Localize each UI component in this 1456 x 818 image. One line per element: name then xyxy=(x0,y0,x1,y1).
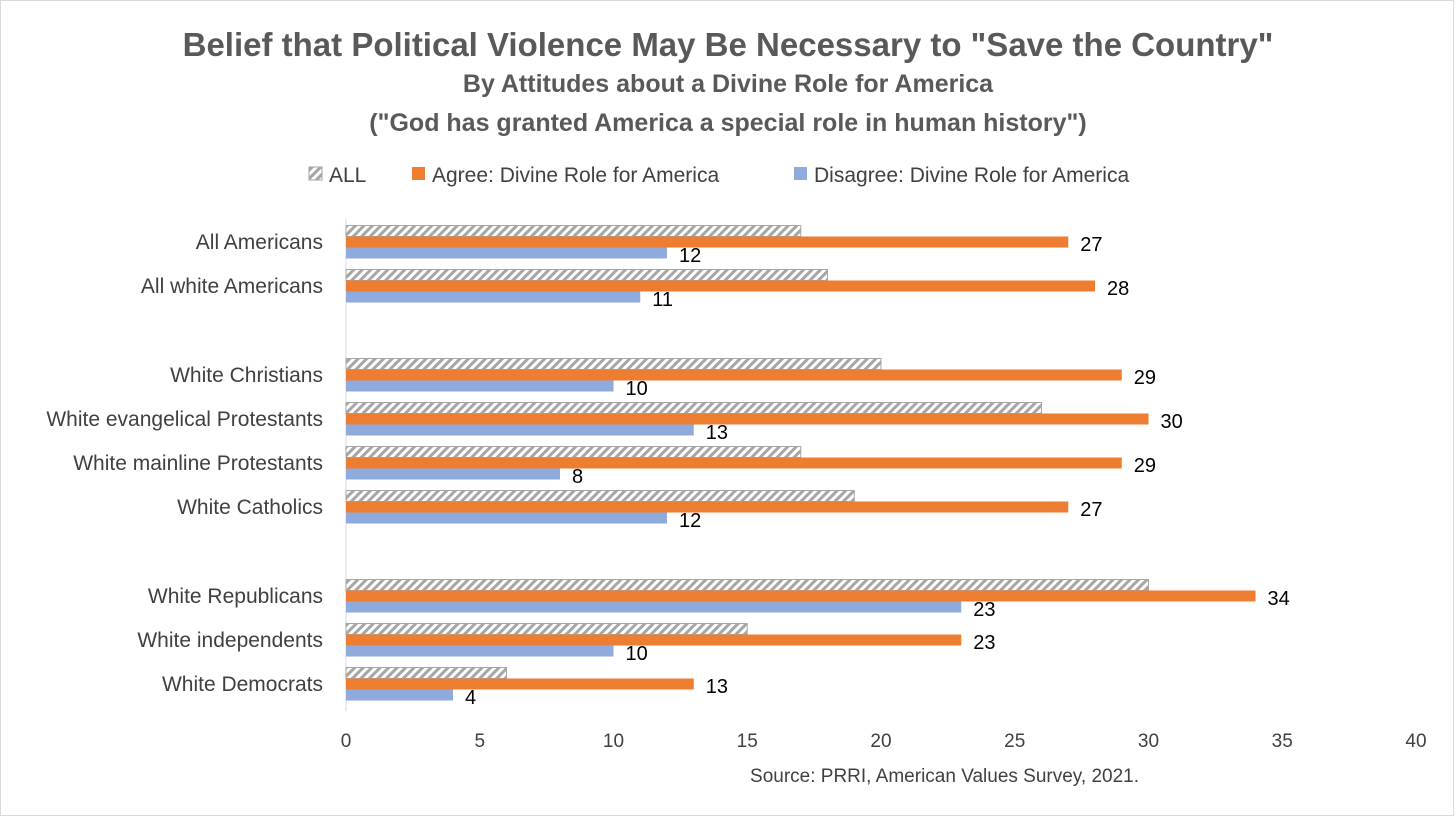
legend-label-agree-divine-role-for-america: Agree: Divine Role for America xyxy=(432,164,719,187)
bar-disagree-divine-role-for-america-white-mainline-protestants xyxy=(346,468,560,480)
bars xyxy=(345,225,1256,701)
x-tick-30: 30 xyxy=(1138,731,1159,752)
data-label-agree-divine-role-for-america-all-white-americans: 28 xyxy=(1107,278,1129,300)
bar-disagree-divine-role-for-america-all-white-americans xyxy=(346,291,641,303)
category-label-white-catholics: White Catholics xyxy=(177,496,323,519)
bar-all-white-catholics xyxy=(345,490,855,502)
bar-disagree-divine-role-for-america-white-evangelical-protestants xyxy=(346,424,694,436)
data-label-disagree-divine-role-for-america-white-catholics: 12 xyxy=(679,510,701,532)
bar-all-white-republicans xyxy=(345,579,1149,591)
bar-agree-divine-role-for-america-white-evangelical-protestants xyxy=(346,413,1149,425)
bar-agree-divine-role-for-america-white-republicans xyxy=(346,590,1256,602)
bar-agree-divine-role-for-america-white-independents xyxy=(346,634,962,646)
legend-label-all: ALL xyxy=(329,164,366,187)
bar-all-all-white-americans xyxy=(345,269,828,281)
x-tick-40: 40 xyxy=(1405,731,1426,752)
category-label-white-evangelical-protestants: White evangelical Protestants xyxy=(46,408,323,431)
data-label-agree-divine-role-for-america-white-christians: 29 xyxy=(1134,367,1156,389)
category-label-white-christians: White Christians xyxy=(170,364,323,387)
data-label-agree-divine-role-for-america-white-evangelical-protestants: 30 xyxy=(1161,411,1183,433)
data-label-agree-divine-role-for-america-white-democrats: 13 xyxy=(706,676,728,698)
data-label-disagree-divine-role-for-america-all-americans: 12 xyxy=(679,245,701,267)
category-label-all-white-americans: All white Americans xyxy=(141,275,323,298)
bar-agree-divine-role-for-america-white-mainline-protestants xyxy=(346,457,1122,469)
bar-all-white-independents xyxy=(345,623,748,635)
data-label-disagree-divine-role-for-america-white-evangelical-protestants: 13 xyxy=(706,422,728,444)
bar-all-white-christians xyxy=(345,358,882,370)
bar-all-all-americans xyxy=(345,225,802,237)
bar-disagree-divine-role-for-america-all-americans xyxy=(346,247,667,259)
bar-agree-divine-role-for-america-white-christians xyxy=(346,369,1122,381)
bar-disagree-divine-role-for-america-white-democrats xyxy=(346,689,453,701)
category-label-white-republicans: White Republicans xyxy=(148,585,323,608)
chart-title: Belief that Political Violence May Be Ne… xyxy=(183,26,1274,63)
data-label-disagree-divine-role-for-america-white-independents: 10 xyxy=(626,643,648,665)
data-label-agree-divine-role-for-america-white-republicans: 34 xyxy=(1268,588,1290,610)
x-tick-20: 20 xyxy=(870,731,891,752)
chart-subtitle: By Attitudes about a Divine Role for Ame… xyxy=(463,70,994,98)
data-label-agree-divine-role-for-america-all-americans: 27 xyxy=(1080,234,1102,256)
legend-swatch-all xyxy=(308,166,323,181)
data-label-agree-divine-role-for-america-white-independents: 23 xyxy=(973,632,995,654)
bar-all-white-evangelical-protestants xyxy=(345,402,1042,414)
x-tick-10: 10 xyxy=(603,731,624,752)
bar-disagree-divine-role-for-america-white-christians xyxy=(346,380,614,392)
bar-agree-divine-role-for-america-white-democrats xyxy=(346,678,694,690)
data-label-disagree-divine-role-for-america-white-mainline-protestants: 8 xyxy=(572,466,583,488)
bar-disagree-divine-role-for-america-white-catholics xyxy=(346,512,667,524)
legend-swatch-agree-divine-role-for-america xyxy=(412,167,425,180)
bar-agree-divine-role-for-america-white-catholics xyxy=(346,501,1069,513)
bar-disagree-divine-role-for-america-white-independents xyxy=(346,645,614,657)
x-tick-35: 35 xyxy=(1272,731,1293,752)
x-tick-15: 15 xyxy=(737,731,758,752)
x-tick-25: 25 xyxy=(1004,731,1025,752)
data-label-disagree-divine-role-for-america-white-republicans: 23 xyxy=(973,599,995,621)
data-label-agree-divine-role-for-america-white-catholics: 27 xyxy=(1080,499,1102,521)
bar-all-white-mainline-protestants xyxy=(345,446,802,458)
bar-disagree-divine-role-for-america-white-republicans xyxy=(346,601,962,613)
category-label-white-mainline-protestants: White mainline Protestants xyxy=(73,452,323,475)
category-label-all-americans: All Americans xyxy=(196,231,323,254)
data-label-agree-divine-role-for-america-white-mainline-protestants: 29 xyxy=(1134,455,1156,477)
category-labels: All Americans All white Americans White Ch… xyxy=(46,231,323,696)
source-note: Source: PRRI, American Values Survey, 20… xyxy=(750,766,1139,787)
data-label-disagree-divine-role-for-america-white-christians: 10 xyxy=(626,378,648,400)
bar-agree-divine-role-for-america-all-americans xyxy=(346,236,1069,248)
data-label-disagree-divine-role-for-america-all-white-americans: 11 xyxy=(652,289,673,311)
chart-subtitle-2: ("God has granted America a special role… xyxy=(369,109,1086,137)
legend-label-disagree-divine-role-for-america: Disagree: Divine Role for America xyxy=(814,164,1129,187)
bar-all-white-democrats xyxy=(345,667,507,679)
x-tick-5: 5 xyxy=(474,731,485,752)
x-axis-ticks: 0 5 10 15 20 25 30 35 40 xyxy=(341,731,1427,752)
bar-agree-divine-role-for-america-all-white-americans xyxy=(346,280,1095,292)
legend-swatch-disagree-divine-role-for-america xyxy=(794,167,807,180)
category-label-white-democrats: White Democrats xyxy=(162,673,323,696)
x-tick-0: 0 xyxy=(341,731,352,752)
category-label-white-independents: White independents xyxy=(137,629,323,652)
legend: ALL Agree: Divine Role for America Disagre… xyxy=(308,164,1129,187)
data-label-disagree-divine-role-for-america-white-democrats: 4 xyxy=(465,687,476,709)
